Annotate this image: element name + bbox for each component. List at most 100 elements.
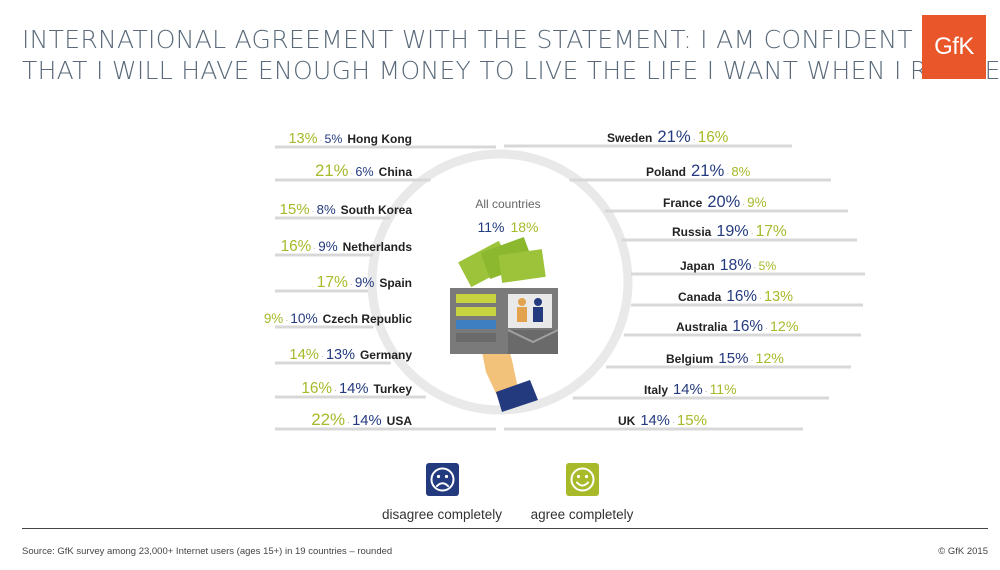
separator: · (742, 199, 745, 209)
separator: · (765, 323, 768, 333)
logo-text: GfK (934, 33, 974, 60)
page-title: INTERNATIONAL AGREEMENT WITH THE STATEME… (22, 24, 1000, 86)
separator: · (753, 262, 756, 272)
country-row-italy: Italy 14% · 11% (572, 381, 829, 400)
country-name: Italy (644, 383, 668, 397)
overall-agree: 18% (510, 219, 538, 235)
country-name: Poland (646, 165, 686, 179)
agree-value: 12% (770, 319, 799, 335)
country-row-usa: 22% · 14% USA (275, 410, 496, 431)
legend-disagree: disagree completely (380, 463, 504, 522)
disagree-value: 5% (325, 132, 343, 146)
country-values: 9% · 10% Czech Republic (264, 311, 412, 326)
separator: · (705, 386, 708, 396)
agree-value: 17% (317, 274, 348, 291)
disagree-value: 6% (355, 165, 373, 179)
disagree-value: 9% (355, 275, 374, 290)
agree-value: 13% (288, 131, 317, 147)
country-row-spain: 17% · 9% Spain (275, 274, 412, 293)
country-row-netherlands: 16% · 9% Netherlands (275, 238, 413, 257)
disagree-value: 20% (707, 193, 740, 211)
disagree-value: 16% (726, 288, 757, 305)
country-row-france: France 20% · 9% (604, 193, 848, 213)
separator: · (321, 351, 324, 361)
disagree-value: 10% (290, 311, 317, 326)
disagree-value: 9% (318, 239, 337, 254)
footer-divider (22, 528, 988, 529)
agree-value: 11% (710, 381, 737, 397)
center-circle (367, 149, 633, 415)
country-values: 16% · 14% Turkey (301, 380, 412, 397)
country-row-russia: Russia 19% · 17% (621, 222, 857, 242)
country-values: 14% · 13% Germany (289, 347, 412, 363)
country-row-japan: Japan 18% · 5% (630, 257, 865, 276)
country-name: Japan (680, 259, 715, 273)
country-name: Canada (678, 290, 722, 304)
disagree-value: 21% (657, 127, 691, 146)
country-row-hong-kong: 13% · 5% Hong Kong (275, 131, 496, 149)
agree-value: 9% (747, 195, 766, 210)
source-note: Source: GfK survey among 23,000+ Interne… (22, 546, 393, 557)
agree-value: 16% (301, 380, 332, 397)
agree-value: 21% (315, 161, 349, 180)
wallet-with-money-and-retirees-icon (450, 236, 559, 412)
happy-face-icon (565, 463, 599, 496)
country-name: Germany (360, 348, 412, 362)
country-values: France 20% · 9% (663, 193, 767, 211)
separator: · (726, 168, 729, 178)
country-row-poland: Poland 21% · 8% (569, 161, 831, 182)
country-values: UK 14% · 15% (618, 412, 707, 429)
country-name: Australia (676, 320, 728, 334)
country-name: UK (618, 414, 636, 428)
country-name: Hong Kong (347, 132, 412, 146)
country-values: Japan 18% · 5% (680, 257, 776, 274)
agree-value: 8% (731, 164, 750, 179)
separator: · (750, 355, 753, 365)
agree-value: 14% (289, 347, 319, 363)
agree-value: 9% (264, 311, 283, 326)
country-row-czech-republic: 9% · 10% Czech Republic (264, 311, 412, 329)
country-row-australia: Australia 16% · 12% (623, 318, 861, 337)
country-row-china: 21% · 6% China (275, 161, 431, 182)
gfk-logo: GfK (922, 15, 986, 79)
separator: · (759, 293, 762, 303)
disagree-value: 21% (691, 161, 725, 180)
country-name: China (379, 165, 413, 179)
agree-value: 16% (698, 129, 729, 146)
copyright: © GfK 2015 (938, 546, 988, 557)
country-row-uk: UK 14% · 15% (504, 412, 803, 431)
title-line-2: THAT I WILL HAVE ENOUGH MONEY TO LIVE TH… (22, 56, 1000, 85)
agree-value: 22% (311, 410, 345, 429)
separator: · (350, 279, 353, 289)
country-values: 17% · 9% Spain (317, 274, 412, 291)
country-values: 22% · 14% USA (311, 410, 412, 429)
country-values: 16% · 9% Netherlands (281, 238, 413, 255)
separator: · (350, 168, 353, 178)
country-values: 13% · 5% Hong Kong (288, 131, 412, 147)
country-values: 15% · 8% South Korea (280, 201, 413, 218)
country-name: Czech Republic (323, 312, 413, 326)
overall-values: 11% 18% (477, 219, 538, 235)
country-row-sweden: Sweden 21% · 16% (504, 127, 792, 148)
country-name: Belgium (666, 352, 713, 366)
separator: · (751, 228, 754, 238)
country-row-turkey: 16% · 14% Turkey (275, 380, 426, 399)
agree-value: 15% (280, 201, 310, 218)
country-row-south-korea: 15% · 8% South Korea (275, 201, 413, 220)
agree-value: 13% (764, 289, 793, 305)
country-values: Belgium 15% · 12% (666, 350, 784, 367)
country-name: Netherlands (343, 240, 413, 254)
separator: · (334, 385, 337, 395)
country-values: Poland 21% · 8% (646, 161, 751, 180)
title-line-1: INTERNATIONAL AGREEMENT WITH THE STATEME… (22, 25, 913, 54)
country-values: Russia 19% · 17% (672, 222, 787, 240)
separator: · (693, 134, 696, 144)
disagree-value: 14% (673, 382, 703, 398)
agree-value: 17% (756, 223, 787, 240)
disagree-value: 16% (732, 318, 763, 335)
legend-agree-label: agree completely (530, 507, 634, 522)
disagree-value: 14% (640, 413, 670, 429)
legend-disagree-label: disagree completely (381, 507, 503, 522)
country-row-germany: 14% · 13% Germany (275, 347, 412, 365)
disagree-value: 19% (716, 222, 748, 240)
